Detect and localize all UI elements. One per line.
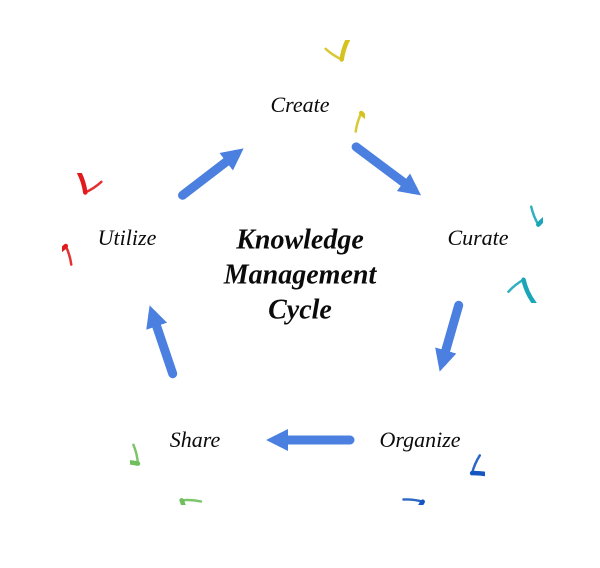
cycle-arrows-layer — [0, 0, 600, 568]
knowledge-management-cycle-diagram: KnowledgeManagementCycle Create Curate O… — [0, 0, 600, 568]
cycle-arrow-curate-to-organize — [442, 305, 458, 362]
cycle-arrow-create-to-curate — [356, 147, 413, 190]
cycle-arrow-utilize-to-create — [183, 154, 236, 195]
cycle-arrow-share-to-utilize — [153, 315, 173, 374]
